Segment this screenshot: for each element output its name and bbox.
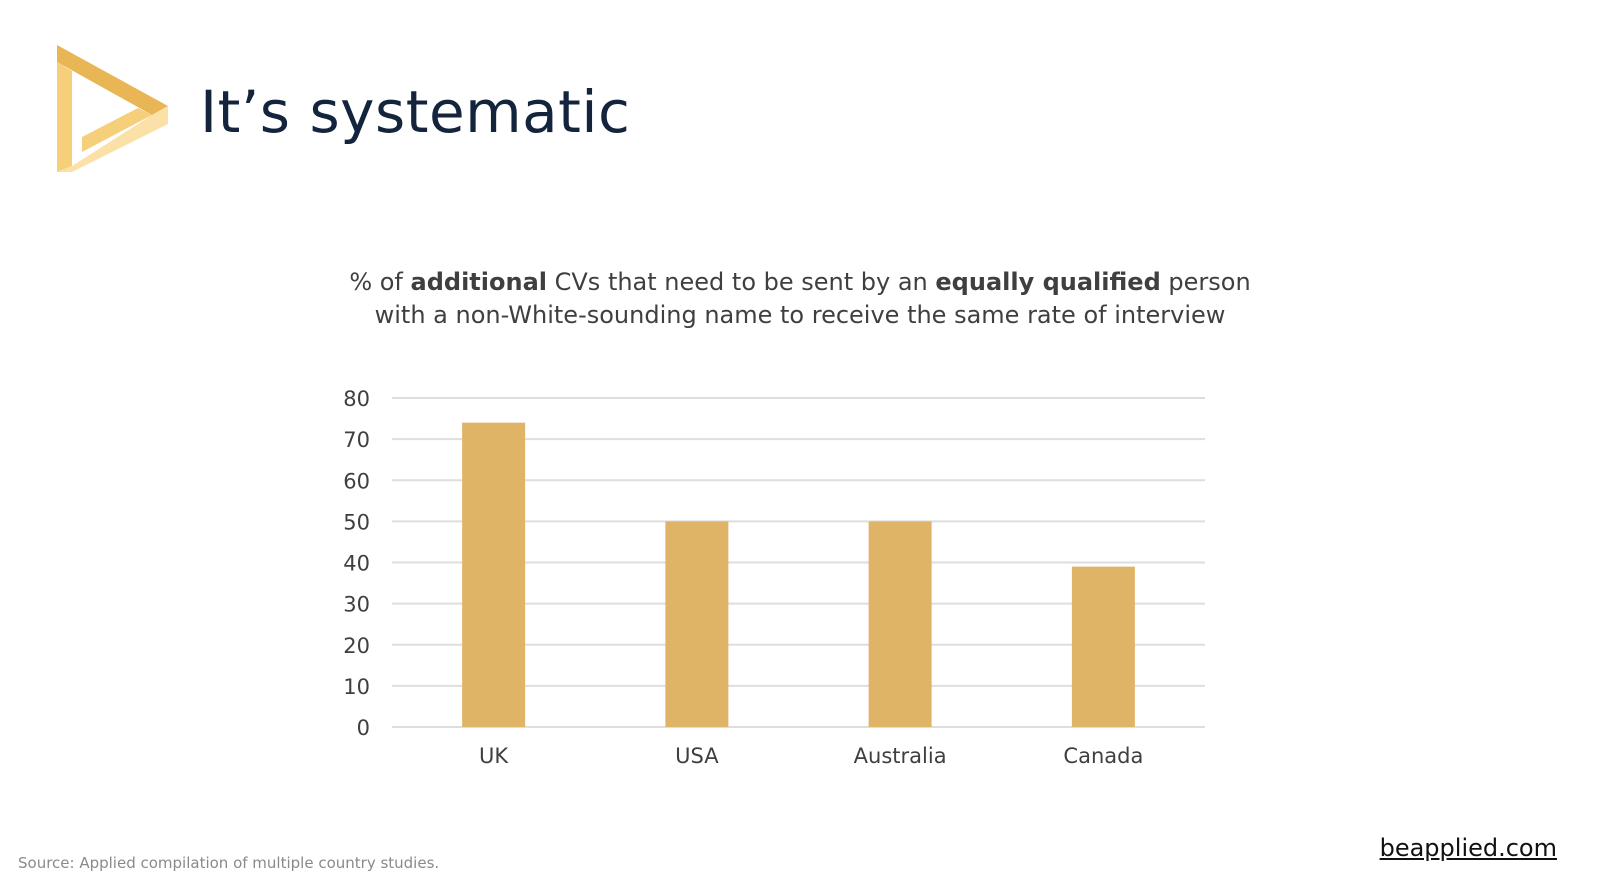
y-tick-label: 20 bbox=[343, 634, 370, 658]
bar bbox=[665, 521, 729, 727]
y-tick-label: 60 bbox=[343, 469, 370, 493]
chart-title-part: equally qualified bbox=[935, 268, 1161, 296]
bar bbox=[462, 422, 526, 727]
chart-title: % of additional CVs that need to be sent… bbox=[340, 266, 1260, 332]
chart-title-part: CVs that need to be sent by an bbox=[547, 268, 936, 296]
play-triangle-logo-icon bbox=[57, 45, 168, 172]
y-tick-label: 30 bbox=[343, 593, 370, 617]
chart-title-part: additional bbox=[410, 268, 547, 296]
y-tick-label: 10 bbox=[343, 675, 370, 699]
y-tick-label: 70 bbox=[343, 428, 370, 452]
bar bbox=[868, 521, 932, 727]
y-tick-label: 0 bbox=[357, 716, 370, 740]
y-tick-label: 80 bbox=[343, 387, 370, 411]
y-tick-label: 40 bbox=[343, 552, 370, 576]
x-tick-label: UK bbox=[479, 744, 509, 768]
chart-title-part: person with a non-White-sounding name to… bbox=[374, 268, 1251, 329]
y-tick-label: 50 bbox=[343, 510, 370, 534]
x-tick-label: Canada bbox=[1063, 744, 1143, 768]
x-tick-label: USA bbox=[675, 744, 719, 768]
chart-title-part: % of bbox=[349, 268, 411, 296]
x-tick-label: Australia bbox=[854, 744, 947, 768]
source-note: Source: Applied compilation of multiple … bbox=[18, 854, 440, 872]
bar bbox=[1071, 566, 1135, 727]
slide-title: It’s systematic bbox=[200, 78, 631, 146]
website-link[interactable]: beapplied.com bbox=[1379, 834, 1557, 862]
